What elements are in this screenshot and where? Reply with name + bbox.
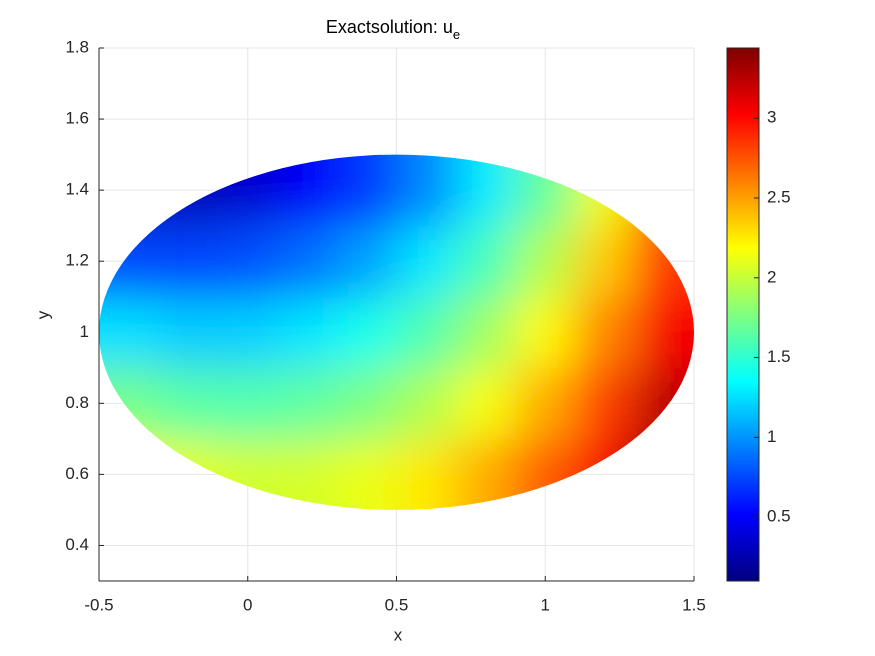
x-tick-label: 1.5 [682, 595, 706, 614]
field-cell [515, 296, 576, 369]
x-tick-label: -0.5 [84, 595, 113, 614]
field-cell [218, 367, 278, 440]
x-axis-label: x [394, 625, 403, 644]
field-cell [158, 367, 219, 440]
field-cell [575, 154, 635, 227]
y-tick-label: 0.6 [65, 464, 89, 483]
field-cell [575, 225, 635, 298]
field-cell [396, 154, 457, 227]
y-tick-label: 1.8 [65, 37, 89, 56]
title-text: Exactsolution: u [326, 17, 453, 37]
colorbar-tick-label: 1 [767, 427, 776, 446]
field-cell [218, 296, 278, 369]
field-cell [337, 225, 397, 298]
field-cells [99, 154, 694, 510]
field-cell [337, 438, 397, 510]
y-tick-label: 0.4 [65, 535, 89, 554]
field-cell [277, 154, 338, 227]
colorbar-tick-label: 0.5 [767, 507, 791, 526]
field-cell [337, 367, 397, 440]
field-cell [337, 154, 397, 227]
field-cell [456, 438, 516, 510]
field-cell [575, 296, 635, 369]
field-cell [396, 438, 457, 510]
field-cell [634, 296, 694, 369]
field-cell [158, 296, 219, 369]
x-tick-label: 0.5 [385, 595, 409, 614]
field-cell [158, 154, 219, 227]
y-tick-label: 0.8 [65, 393, 89, 412]
field-cell [456, 296, 516, 369]
field-cell [396, 296, 457, 369]
field-cell [396, 225, 457, 298]
field-cell [158, 438, 219, 510]
field-cell [337, 296, 397, 369]
title-subscript: e [453, 27, 460, 42]
field-cell [218, 225, 278, 298]
colorbar-tick-label: 1.5 [767, 347, 791, 366]
field-cell [277, 367, 338, 440]
field-cell [456, 225, 516, 298]
y-tick-label: 1.2 [65, 251, 89, 270]
x-tick-label: 0 [243, 595, 252, 614]
field-cell [515, 367, 576, 440]
colorbar-tick-label: 2 [767, 267, 776, 286]
field-cell [575, 367, 635, 440]
field-cell [456, 154, 516, 227]
field-cell [99, 296, 159, 369]
field-cell [396, 367, 457, 440]
field-cell [515, 225, 576, 298]
colorbar [726, 47, 760, 582]
colorbar-tick-label: 2.5 [767, 187, 791, 206]
x-tick-label: 1 [541, 595, 550, 614]
y-tick-label: 1.4 [65, 180, 89, 199]
field-cell [277, 225, 338, 298]
field-cell [277, 296, 338, 369]
field-cell [277, 438, 338, 510]
chart-title: Exactsolution: ue [326, 17, 460, 43]
y-axis-label: y [33, 310, 52, 319]
field-cell [456, 367, 516, 440]
field-cell [575, 438, 635, 510]
y-tick-label: 1 [80, 322, 89, 341]
y-tick-label: 1.6 [65, 109, 89, 128]
colorbar-tick-label: 3 [767, 108, 776, 127]
field-cell [158, 225, 219, 298]
field [99, 154, 694, 510]
